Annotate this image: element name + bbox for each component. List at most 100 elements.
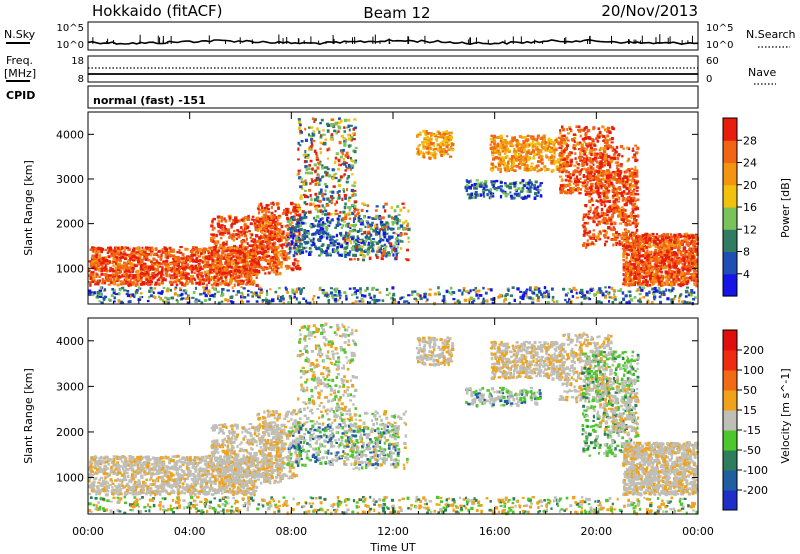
power-cell	[335, 132, 338, 135]
power-cell	[319, 188, 323, 192]
power-cell	[510, 196, 514, 200]
power-cell	[375, 256, 379, 259]
power-cell	[445, 132, 449, 135]
power-cell	[263, 255, 267, 258]
power-cell	[356, 248, 360, 251]
power-cell	[306, 167, 311, 170]
power-cell	[158, 265, 162, 268]
power-cell	[129, 266, 133, 269]
power-cell	[323, 206, 326, 210]
power-cell	[245, 237, 248, 241]
power-cell	[348, 137, 352, 141]
power-cell	[93, 248, 97, 251]
power-cell	[195, 300, 198, 304]
power-cell	[235, 256, 240, 259]
power-cell	[296, 219, 300, 222]
power-cell	[499, 134, 503, 138]
power-cell	[154, 275, 157, 278]
power-cell	[653, 286, 657, 291]
power-cell	[428, 151, 430, 155]
power-cell	[343, 220, 346, 224]
power-cell	[144, 275, 148, 279]
power-cell	[385, 221, 389, 225]
power-cell	[236, 274, 239, 278]
power-cell	[680, 300, 684, 303]
power-cell	[387, 214, 391, 218]
power-cell	[417, 150, 420, 155]
power-cell	[260, 290, 264, 294]
power-cell	[251, 215, 255, 218]
power-cell	[490, 134, 494, 137]
power-cell	[555, 300, 559, 303]
power-cell	[584, 189, 587, 192]
power-cell	[330, 133, 334, 136]
power-cell	[273, 270, 276, 274]
power-cell	[632, 220, 635, 224]
power-cell	[523, 165, 526, 169]
power-cell	[331, 248, 335, 252]
power-cell	[119, 280, 122, 283]
power-cell	[185, 276, 189, 279]
power-cell	[255, 283, 259, 287]
power-cell	[230, 295, 234, 299]
power-cell	[496, 145, 500, 148]
power-cell	[551, 169, 555, 172]
power-cell	[331, 238, 335, 241]
power-cell	[319, 151, 322, 155]
power-cell	[170, 249, 174, 253]
power-cell	[246, 264, 250, 268]
power-cell	[603, 142, 607, 144]
power-cell	[628, 290, 632, 293]
power-cell	[523, 196, 527, 200]
power-cell	[188, 256, 192, 259]
power-cell	[537, 295, 540, 299]
power-cell	[88, 281, 92, 284]
power-cell	[266, 262, 270, 265]
power-cell	[379, 217, 382, 220]
power-cell	[294, 236, 298, 240]
power-cell	[231, 300, 235, 304]
power-cell	[539, 182, 543, 185]
power-cell	[258, 238, 261, 241]
power-cell	[249, 236, 252, 239]
power-cell	[562, 162, 565, 166]
power-cell	[513, 192, 517, 196]
power-cell	[129, 262, 133, 266]
power-cell	[592, 177, 596, 182]
power-cell	[350, 224, 353, 227]
power-cell	[275, 226, 278, 229]
power-cell	[239, 275, 243, 278]
power-cell	[527, 181, 530, 185]
power-cell	[98, 289, 102, 292]
power-cell	[181, 258, 185, 261]
power-cell	[528, 179, 532, 182]
power-cell	[352, 149, 355, 153]
power-cell	[512, 196, 516, 200]
power-cell	[391, 227, 395, 231]
power-cell	[206, 276, 210, 279]
power-cell	[531, 149, 535, 152]
power-cell	[132, 254, 136, 257]
power-cell	[437, 292, 441, 296]
power-cell	[569, 190, 572, 194]
power-cell	[331, 176, 335, 181]
power-cell	[581, 184, 585, 188]
power-cell	[310, 134, 313, 138]
power-cell	[599, 184, 603, 188]
power-cell	[300, 250, 305, 254]
power-cell	[221, 251, 224, 255]
power-cell	[354, 159, 358, 163]
power-cell	[101, 248, 104, 251]
power-cell	[261, 236, 266, 239]
power-cell	[236, 233, 240, 237]
power-cell	[539, 184, 542, 187]
power-cell	[422, 140, 427, 144]
power-cell	[569, 176, 573, 180]
power-cell	[527, 194, 531, 198]
power-cell	[533, 184, 536, 188]
power-cell	[116, 283, 120, 287]
power-cell	[470, 183, 474, 187]
power-cell	[168, 251, 171, 255]
power-cell	[305, 203, 309, 206]
power-cell	[150, 280, 153, 283]
